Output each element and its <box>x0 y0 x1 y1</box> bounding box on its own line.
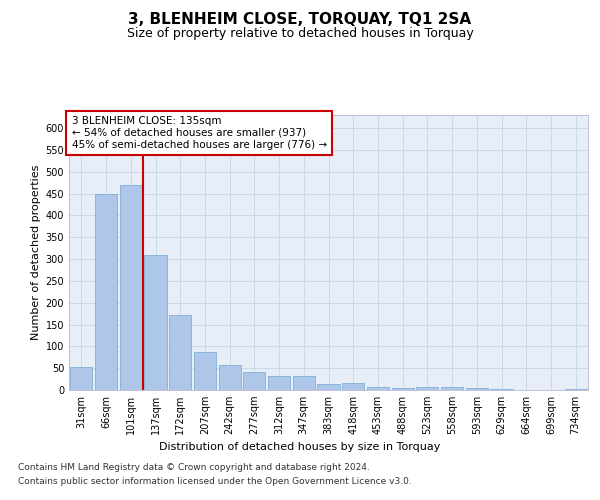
Y-axis label: Number of detached properties: Number of detached properties <box>31 165 41 340</box>
Bar <box>342 384 364 390</box>
Bar <box>490 389 512 390</box>
Bar <box>293 376 315 390</box>
Bar <box>218 365 241 390</box>
Bar <box>169 315 191 390</box>
Text: Contains HM Land Registry data © Crown copyright and database right 2024.: Contains HM Land Registry data © Crown c… <box>18 464 370 472</box>
Bar <box>416 387 439 390</box>
Bar <box>70 368 92 390</box>
Bar <box>565 389 587 390</box>
Bar <box>243 372 265 390</box>
Text: Size of property relative to detached houses in Torquay: Size of property relative to detached ho… <box>127 28 473 40</box>
Text: Distribution of detached houses by size in Torquay: Distribution of detached houses by size … <box>160 442 440 452</box>
Bar <box>317 384 340 390</box>
Text: Contains public sector information licensed under the Open Government Licence v3: Contains public sector information licen… <box>18 477 412 486</box>
Bar <box>119 185 142 390</box>
Bar <box>268 376 290 390</box>
Bar <box>441 388 463 390</box>
Bar <box>367 387 389 390</box>
Text: 3 BLENHEIM CLOSE: 135sqm
← 54% of detached houses are smaller (937)
45% of semi-: 3 BLENHEIM CLOSE: 135sqm ← 54% of detach… <box>71 116 327 150</box>
Bar <box>466 388 488 390</box>
Bar <box>194 352 216 390</box>
Bar <box>145 254 167 390</box>
Text: 3, BLENHEIM CLOSE, TORQUAY, TQ1 2SA: 3, BLENHEIM CLOSE, TORQUAY, TQ1 2SA <box>128 12 472 28</box>
Bar <box>392 388 414 390</box>
Bar <box>95 194 117 390</box>
